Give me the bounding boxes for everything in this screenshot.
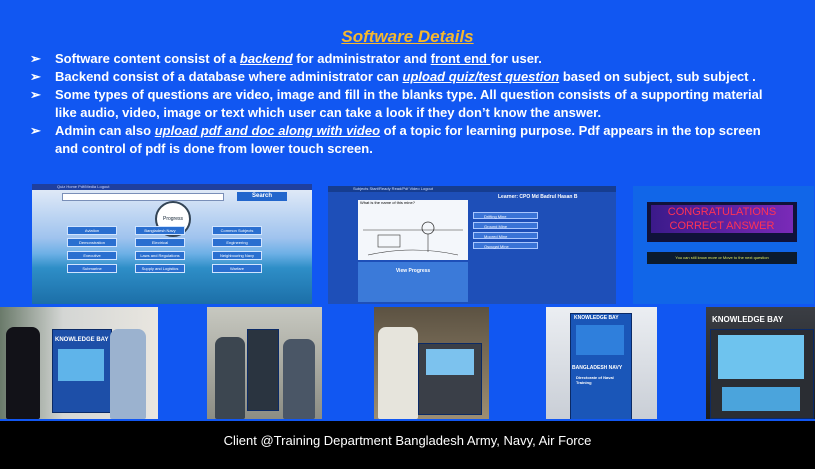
bullet-underline: front end	[430, 51, 491, 66]
person	[215, 337, 245, 419]
category-button: Aviation	[67, 226, 117, 235]
category-button: Engineering	[212, 238, 262, 247]
bullet-text: of a topic for learning purpose. Pdf app…	[380, 123, 761, 138]
bullet-item: ➢ Backend consist of a database where ad…	[30, 68, 815, 86]
home-screen-screenshot: Quiz Home Pdf/Media Logout Search Progre…	[32, 184, 312, 304]
category-button: Bangladesh Navy	[135, 226, 185, 235]
client-caption: Client @Training Department Bangladesh A…	[223, 433, 592, 448]
bullet-text: Software content consist of a	[55, 51, 240, 66]
answer-option: Moored Mine	[473, 232, 538, 239]
kiosk-brand: KNOWLEDGE BAY	[574, 315, 619, 321]
answer-option: Ground Mine	[473, 222, 538, 229]
kiosk-lower-screen	[722, 387, 800, 411]
learner-label: Learner: CPO Md Badrul Hasan B	[498, 194, 578, 200]
quiz-nav: Subjects Start/Ready Read/Pdf Video Logo…	[328, 186, 616, 192]
bullet-item: ➢ Admin can also upload pdf and doc alon…	[30, 122, 815, 158]
arrow-bullet-icon: ➢	[30, 69, 41, 84]
question-text: What is the name of this mine?	[360, 200, 415, 205]
search-button: Search	[237, 192, 287, 201]
mine-sketch-icon	[363, 221, 463, 256]
person	[378, 327, 418, 419]
photo-navy-kiosk: KNOWLEDGE BAY BANGLADESH NAVY Directorat…	[546, 307, 657, 419]
category-button: Common Subjects	[212, 226, 262, 235]
kiosk-screen	[58, 349, 104, 381]
person	[283, 339, 315, 419]
person	[110, 329, 146, 419]
category-button: Supply and Logistics	[135, 264, 185, 273]
answer-option: Drifting Mine	[473, 212, 538, 219]
bullet-emphasis: upload quiz/test question	[402, 69, 560, 84]
category-button: Warfare	[212, 264, 262, 273]
view-progress-button: View Progress	[358, 262, 468, 302]
answer-option: Oscugat Mine	[473, 242, 538, 249]
kiosk-navy-label: BANGLADESH NAVY	[572, 365, 623, 371]
bullet-item: ➢ Software content consist of a backend …	[30, 50, 815, 68]
kiosk-screen	[576, 325, 624, 355]
kiosk	[247, 329, 279, 411]
slide-title: Software Details	[341, 27, 474, 46]
kiosk-brand: KNOWLEDGE BAY	[55, 337, 109, 343]
category-button: Submarine	[67, 264, 117, 273]
category-button: Executive	[67, 251, 117, 260]
bullet-emphasis: upload pdf and doc along with video	[154, 123, 381, 138]
category-button: Electrical	[135, 238, 185, 247]
caption-bar	[0, 421, 815, 469]
bullet-text: Backend consist of a database where admi…	[55, 69, 403, 84]
photo-kiosk-closeup: KNOWLEDGE BAY	[706, 307, 815, 419]
bullet-text: based on subject, sub subject .	[559, 69, 756, 84]
photo-kiosk-touch	[374, 307, 489, 419]
photo-navy-users	[207, 307, 322, 419]
bullet-list: ➢ Software content consist of a backend …	[30, 50, 815, 158]
arrow-bullet-icon: ➢	[30, 51, 41, 66]
result-screen-screenshot: CONGRATULATIONS CORRECT ANSWER You can s…	[633, 186, 814, 304]
bullet-text: Some types of questions are video, image…	[55, 87, 763, 102]
arrow-bullet-icon: ➢	[30, 123, 41, 138]
kiosk-screen	[426, 349, 474, 375]
bullet-text: for user.	[490, 51, 542, 66]
bullet-text: Admin can also	[55, 123, 155, 138]
photo-army-client: KNOWLEDGE BAY	[0, 307, 158, 419]
bullet-text: for administrator and	[292, 51, 431, 66]
congratulations-text: CONGRATULATIONS CORRECT ANSWER	[651, 205, 793, 233]
search-input	[62, 193, 224, 201]
category-button: Neighbouring Navy	[212, 251, 262, 260]
home-nav: Quiz Home Pdf/Media Logout	[57, 184, 110, 189]
arrow-bullet-icon: ➢	[30, 87, 41, 102]
bullet-text: like audio, video, image or text which u…	[55, 105, 602, 120]
kiosk-brand: KNOWLEDGE BAY	[712, 315, 784, 324]
category-button: Laws and Regulations	[135, 251, 185, 260]
next-question-bar: You can still know more or Move to the n…	[647, 252, 797, 264]
quiz-screen-screenshot: Subjects Start/Ready Read/Pdf Video Logo…	[328, 186, 616, 304]
bullet-text: and control of pdf is done from lower to…	[55, 141, 373, 156]
bullet-item: ➢ Some types of questions are video, ima…	[30, 86, 815, 122]
category-button: Demonstration	[67, 238, 117, 247]
question-image	[358, 200, 468, 260]
bullet-emphasis: backend	[239, 51, 293, 66]
kiosk-screen	[718, 335, 804, 379]
kiosk-directorate-label: Directorate of Naval Training	[576, 375, 614, 385]
person	[6, 327, 40, 419]
